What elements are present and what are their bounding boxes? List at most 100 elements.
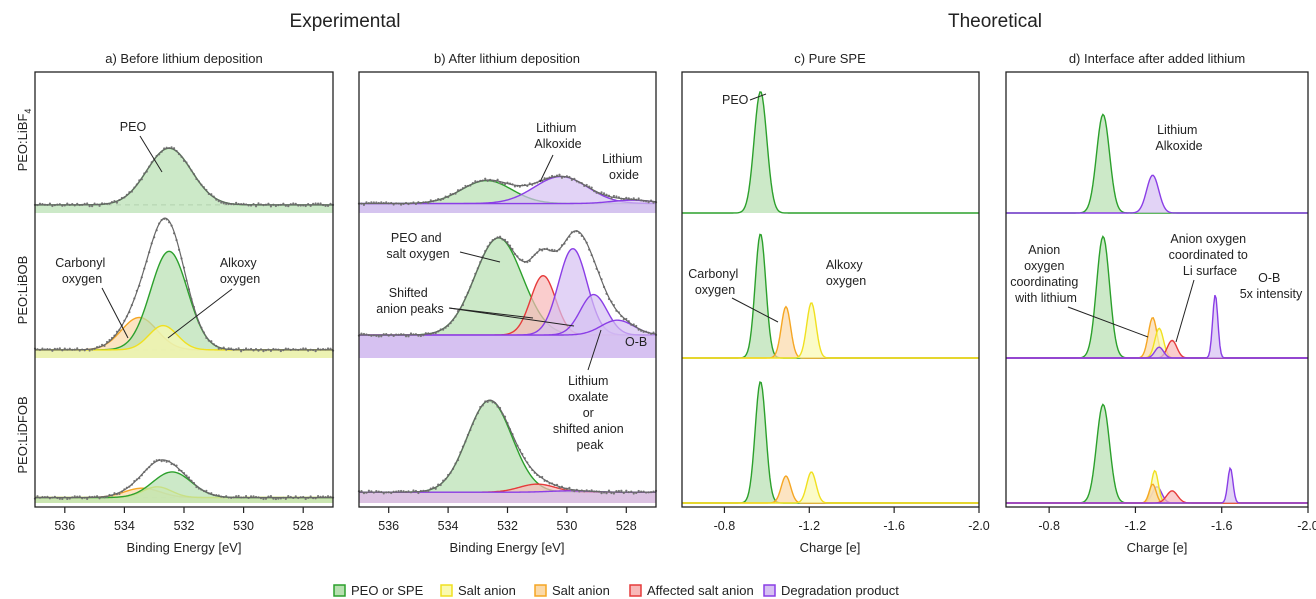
legend-swatch-3 — [629, 584, 642, 597]
x-tick-label: -1.6 — [883, 519, 905, 533]
scatter-point — [61, 497, 64, 501]
group-title-theoretical: Theoretical — [948, 11, 1042, 32]
peak-fill-salt2 — [682, 306, 979, 358]
xlabel-b: Binding Energy [eV] — [450, 540, 565, 555]
scatter-point — [160, 460, 163, 463]
x-tick-label: -0.8 — [1038, 519, 1060, 533]
scatter-point — [217, 347, 220, 350]
scatter-point — [362, 203, 366, 206]
scatter-point — [304, 497, 307, 501]
peak-fill-salt1 — [682, 472, 979, 503]
scatter-point — [91, 205, 94, 208]
ann-b-alkoxide-l2: Alkoxide — [534, 137, 581, 151]
envelope-line — [359, 399, 656, 493]
row-0-0 — [33, 146, 335, 213]
panel-frame-c — [681, 71, 980, 508]
peak-fill-salt2 — [35, 317, 333, 358]
scatter-point — [86, 202, 89, 205]
scatter-point — [319, 202, 322, 205]
peak-line-salt1 — [682, 302, 979, 359]
scatter-point — [267, 202, 270, 205]
ann-a-carbonyl-line — [101, 287, 129, 339]
scatter-point — [304, 347, 307, 350]
panel-title-b: b) After lithium deposition — [434, 51, 580, 66]
ann-a-carbonyl-l1: Carbonyl — [55, 256, 105, 270]
x-tick-label: -0.8 — [714, 519, 736, 533]
peak-fill-degradation — [1006, 347, 1308, 358]
envelope-line — [359, 175, 657, 205]
ann-b-alkoxide-line — [539, 154, 554, 183]
ann-b-shifted-line2 — [448, 307, 575, 327]
legend-swatch-2 — [534, 584, 547, 597]
ann-d-alkoxide-l1: Lithium — [1157, 123, 1197, 137]
scatter-point — [612, 492, 616, 495]
scatter-point — [412, 489, 415, 492]
scatter-point — [607, 489, 611, 492]
ann-a-carbonyl-l2: oxygen — [62, 272, 102, 286]
ann-b-peo-salt-l1: PEO and — [391, 231, 442, 245]
scatter-point — [274, 497, 277, 501]
scatter-point — [68, 347, 71, 350]
annotations-a: PEO Carbonyl oxygen Alkoxy oxygen — [55, 120, 260, 339]
peak-fill-PEO — [682, 91, 979, 213]
peak-fill-PEO — [35, 471, 333, 503]
legend-label-0: PEO or SPE — [351, 583, 424, 598]
ann-d-alkoxide-l2: Alkoxide — [1155, 139, 1202, 153]
peak-fill-PEO — [359, 400, 656, 503]
x-tick-label: -1.6 — [1211, 519, 1233, 533]
row-1-0 — [357, 173, 658, 213]
ann-d-coordinating-line — [1067, 306, 1149, 338]
annotations-b: Lithium Alkoxide Lithium oxide PEO and s… — [376, 121, 647, 452]
ann-b-peo-salt-l2: salt oxygen — [386, 247, 449, 261]
ann-a-alkoxy-l2: oxygen — [220, 272, 260, 286]
scatter-point — [367, 489, 370, 492]
x-tick-label: 530 — [233, 519, 254, 533]
scatter-point — [262, 350, 265, 353]
ann-c-alkoxy-l1: Alkoxy — [826, 258, 864, 272]
scatter-point — [314, 202, 317, 205]
peak-line-degradation — [1006, 294, 1308, 359]
scatter-point — [558, 173, 561, 176]
scatter-point — [98, 204, 101, 207]
scatter-point — [66, 497, 69, 501]
peak-fill-PEO — [359, 237, 656, 358]
panel-c — [682, 91, 979, 504]
scatter-point — [287, 495, 290, 498]
panel-title-d: d) Interface after added lithium — [1069, 51, 1245, 66]
scatter-point — [279, 349, 282, 353]
x-tick-label: 530 — [556, 519, 577, 533]
scatter-point — [573, 490, 576, 493]
row-3-2 — [1006, 403, 1308, 504]
ann-b-peo-salt: PEO and salt oxygen — [386, 231, 449, 261]
peak-fill-PEO — [682, 382, 979, 503]
scatter-point — [88, 349, 91, 352]
ann-b-oxalate-l4: shifted anion — [553, 422, 624, 436]
ann-a-alkoxy-l1: Alkoxy — [220, 256, 258, 270]
peak-fill-degradation — [359, 320, 656, 358]
row-1-1 — [357, 230, 658, 358]
x-tick-label: 528 — [293, 519, 314, 533]
scatter-point — [615, 195, 618, 198]
scatter-point — [314, 350, 317, 353]
x-tick-label: 536 — [54, 519, 75, 533]
ann-d-coordinating: Anion oxygen coordinating with lithium — [1010, 243, 1082, 305]
x-tick-label: 534 — [438, 519, 459, 533]
ann-a-alkoxy-line — [167, 288, 233, 339]
peak-line-PEO — [682, 91, 979, 214]
scatter-point — [610, 197, 613, 200]
scatter-point — [48, 202, 52, 205]
ann-c-carbonyl-line — [731, 297, 779, 323]
legend-swatch-1 — [440, 584, 453, 597]
ann-c-alkoxy-l2: oxygen — [826, 274, 866, 288]
ann-d-surface-line — [1175, 279, 1195, 343]
ann-c-peo-line — [749, 93, 767, 101]
row-3-1 — [1006, 235, 1308, 359]
scatter-point — [244, 494, 248, 498]
scatter-point — [36, 495, 39, 498]
scatter-point — [399, 203, 403, 206]
row-label-libf4-sub: 4 — [23, 109, 33, 114]
scatter-point — [237, 494, 240, 498]
panel-title-c: c) Pure SPE — [794, 51, 866, 66]
legend-swatch-0 — [333, 584, 346, 597]
